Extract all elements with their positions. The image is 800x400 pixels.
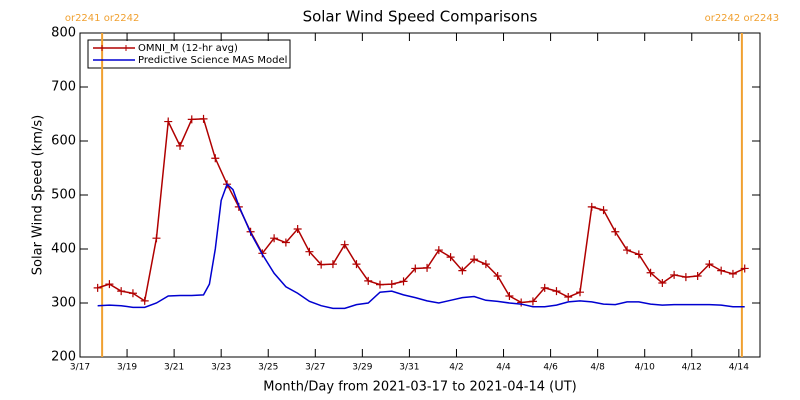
rotation-label: or2242 or2243 bbox=[705, 13, 780, 24]
data-point bbox=[423, 263, 432, 272]
data-point bbox=[458, 266, 467, 275]
series-line bbox=[97, 182, 745, 310]
data-point bbox=[411, 264, 420, 273]
data-point bbox=[693, 272, 702, 280]
data-point bbox=[470, 255, 479, 264]
data-point bbox=[117, 287, 126, 296]
data-point bbox=[646, 268, 655, 277]
x-tick-label: 3/21 bbox=[164, 363, 184, 373]
x-tick-label: 3/17 bbox=[70, 363, 90, 373]
x-tick-label: 4/4 bbox=[496, 363, 511, 373]
y-tick-label: 700 bbox=[51, 80, 76, 95]
data-point bbox=[128, 289, 137, 298]
data-point bbox=[599, 206, 608, 215]
x-tick-label: 4/8 bbox=[590, 363, 605, 373]
data-point bbox=[152, 234, 161, 243]
data-point bbox=[587, 202, 596, 211]
y-tick-label: 300 bbox=[51, 296, 76, 311]
data-point bbox=[187, 115, 196, 124]
data-point bbox=[434, 246, 443, 255]
data-point bbox=[552, 287, 561, 296]
x-tick-label: 4/6 bbox=[543, 363, 558, 373]
data-point bbox=[576, 288, 584, 297]
data-point bbox=[281, 238, 290, 247]
legend-label: Predictive Science MAS Model bbox=[138, 55, 287, 66]
data-point bbox=[376, 280, 384, 289]
data-point bbox=[164, 117, 173, 126]
data-point bbox=[211, 154, 220, 163]
data-point bbox=[140, 296, 149, 305]
data-point bbox=[305, 247, 314, 256]
data-point bbox=[493, 272, 502, 280]
data-point bbox=[105, 280, 114, 289]
data-point bbox=[517, 298, 526, 307]
data-point bbox=[446, 253, 455, 262]
chart-title: Solar Wind Speed Comparisons bbox=[303, 8, 538, 26]
x-tick-label: 4/10 bbox=[635, 363, 655, 373]
series-line bbox=[97, 118, 746, 304]
data-point bbox=[364, 276, 373, 285]
data-point bbox=[623, 246, 632, 255]
y-tick-label: 500 bbox=[51, 188, 76, 203]
x-tick-label: 4/14 bbox=[729, 363, 749, 373]
data-point bbox=[93, 283, 102, 292]
x-tick-label: 3/31 bbox=[399, 363, 419, 373]
legend-box bbox=[87, 39, 291, 69]
x-tick-label: 3/29 bbox=[352, 363, 372, 373]
data-point bbox=[528, 297, 537, 306]
data-point bbox=[481, 260, 490, 269]
x-axis-label: Month/Day from 2021-03-17 to 2021-04-14 … bbox=[263, 380, 576, 395]
y-tick-label: 400 bbox=[51, 242, 76, 257]
data-point bbox=[270, 234, 279, 243]
data-point bbox=[740, 264, 749, 273]
legend-symbol bbox=[99, 45, 129, 51]
x-tick-label: 4/2 bbox=[449, 363, 463, 373]
x-tick-label: 3/23 bbox=[211, 363, 231, 373]
data-point bbox=[328, 260, 337, 269]
data-point bbox=[505, 291, 514, 300]
rotation-label: or2241 or2242 bbox=[65, 13, 140, 24]
data-point bbox=[611, 227, 620, 236]
data-point bbox=[293, 225, 302, 234]
y-tick-label: 800 bbox=[51, 26, 76, 41]
y-tick-label: 200 bbox=[51, 350, 76, 365]
data-point bbox=[317, 260, 326, 269]
data-point bbox=[717, 266, 726, 275]
legend-label: OMNI_M (12-hr avg) bbox=[138, 43, 238, 54]
data-point bbox=[399, 277, 408, 286]
data-point bbox=[634, 250, 643, 259]
data-point bbox=[340, 240, 349, 249]
data-point bbox=[681, 273, 690, 282]
y-tick-label: 600 bbox=[51, 134, 76, 149]
x-tick-label: 3/27 bbox=[305, 363, 325, 373]
data-point bbox=[176, 141, 184, 150]
data-point bbox=[728, 269, 737, 278]
data-point bbox=[199, 114, 208, 123]
data-point bbox=[387, 280, 396, 289]
data-point bbox=[540, 283, 549, 292]
data-point bbox=[658, 279, 667, 288]
x-tick-label: 3/19 bbox=[117, 363, 137, 373]
x-tick-label: 3/25 bbox=[258, 363, 278, 373]
y-axis-label: Solar Wind Speed (km/s) bbox=[31, 115, 46, 275]
data-point bbox=[564, 293, 573, 302]
data-point bbox=[352, 260, 361, 269]
x-tick-label: 4/12 bbox=[682, 363, 702, 373]
data-point bbox=[705, 260, 714, 269]
data-point bbox=[670, 270, 679, 279]
